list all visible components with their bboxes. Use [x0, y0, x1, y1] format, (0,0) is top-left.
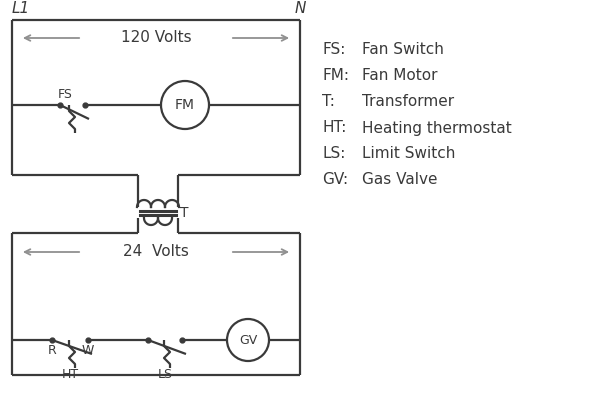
Text: LS: LS [158, 368, 172, 381]
Text: Transformer: Transformer [362, 94, 454, 110]
Text: FM: FM [175, 98, 195, 112]
Text: Fan Motor: Fan Motor [362, 68, 438, 84]
Text: LS:: LS: [322, 146, 345, 162]
Text: GV: GV [239, 334, 257, 346]
Text: HT: HT [61, 368, 78, 381]
Text: L1: L1 [12, 1, 30, 16]
Text: 24  Volts: 24 Volts [123, 244, 189, 260]
Text: T: T [180, 206, 188, 220]
Text: FM:: FM: [322, 68, 349, 84]
Text: FS:: FS: [322, 42, 345, 58]
Text: R: R [48, 344, 57, 357]
Text: GV:: GV: [322, 172, 348, 188]
Text: Limit Switch: Limit Switch [362, 146, 455, 162]
Text: Heating thermostat: Heating thermostat [362, 120, 512, 136]
Text: Gas Valve: Gas Valve [362, 172, 438, 188]
Text: Fan Switch: Fan Switch [362, 42, 444, 58]
Text: W: W [82, 344, 94, 357]
Text: FS: FS [58, 88, 73, 101]
Text: T:: T: [322, 94, 335, 110]
Text: HT:: HT: [322, 120, 346, 136]
Text: 120 Volts: 120 Volts [121, 30, 191, 46]
Text: N: N [294, 1, 306, 16]
